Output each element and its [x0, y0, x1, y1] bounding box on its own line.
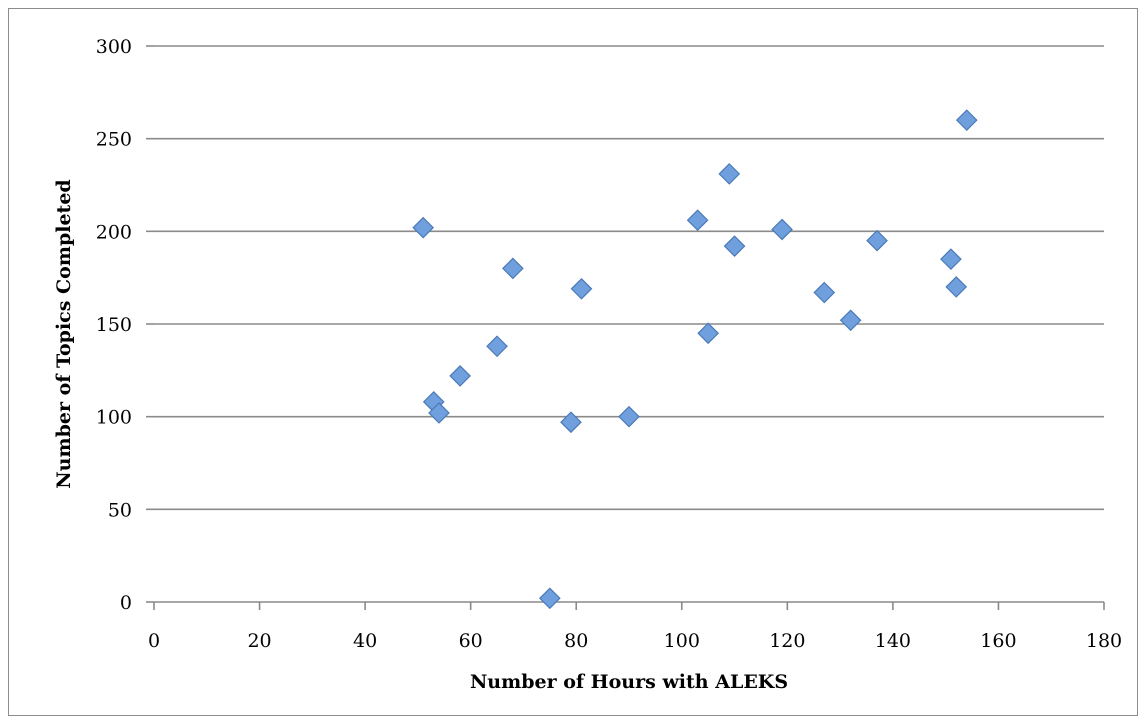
data-points — [412, 109, 978, 610]
data-point — [486, 335, 508, 358]
y-tick-label: 300 — [96, 36, 132, 58]
data-point — [945, 276, 968, 298]
data-point — [538, 587, 561, 610]
y-tick-label: 250 — [96, 129, 132, 151]
x-tick-label: 140 — [875, 630, 911, 652]
data-point — [866, 229, 888, 252]
x-tick-label: 100 — [664, 630, 700, 652]
x-axis-title: Number of Hours with ALEKS — [470, 671, 788, 693]
data-point — [955, 109, 978, 131]
y-tick-label: 200 — [96, 221, 132, 243]
data-point — [723, 235, 746, 258]
chart-frame — [8, 8, 1138, 716]
y-tick-label: 150 — [96, 314, 132, 336]
x-tick-label: 80 — [564, 630, 588, 652]
y-tick-label: 100 — [96, 407, 132, 429]
data-point — [718, 163, 741, 185]
data-point — [686, 209, 709, 232]
y-axis-title: Number of Topics Completed — [53, 179, 75, 488]
data-point — [813, 281, 836, 304]
gridlines — [154, 45, 1104, 511]
y-tick-label: 50 — [108, 499, 132, 521]
data-point — [560, 411, 582, 434]
x-tick-label: 40 — [353, 630, 377, 652]
x-tick-label: 20 — [247, 630, 271, 652]
data-point — [839, 309, 862, 332]
x-tick-label: 0 — [148, 630, 160, 652]
y-tick-label: 0 — [120, 592, 132, 614]
x-tick-label: 180 — [1086, 630, 1122, 652]
x-tick-label: 160 — [980, 630, 1016, 652]
data-point — [771, 218, 793, 241]
axes: 0 50 100 150 200 250 300 0 20 40 60 80 100 120 140 160 1… — [96, 36, 1122, 652]
data-point — [412, 216, 435, 239]
data-point — [697, 322, 720, 345]
x-tick-label: 60 — [459, 630, 483, 652]
data-point — [570, 277, 593, 300]
data-point — [428, 402, 450, 424]
data-point — [618, 405, 640, 428]
data-point — [449, 365, 471, 387]
x-tick-label: 120 — [769, 630, 805, 652]
data-point — [502, 257, 524, 280]
data-point — [940, 248, 962, 270]
